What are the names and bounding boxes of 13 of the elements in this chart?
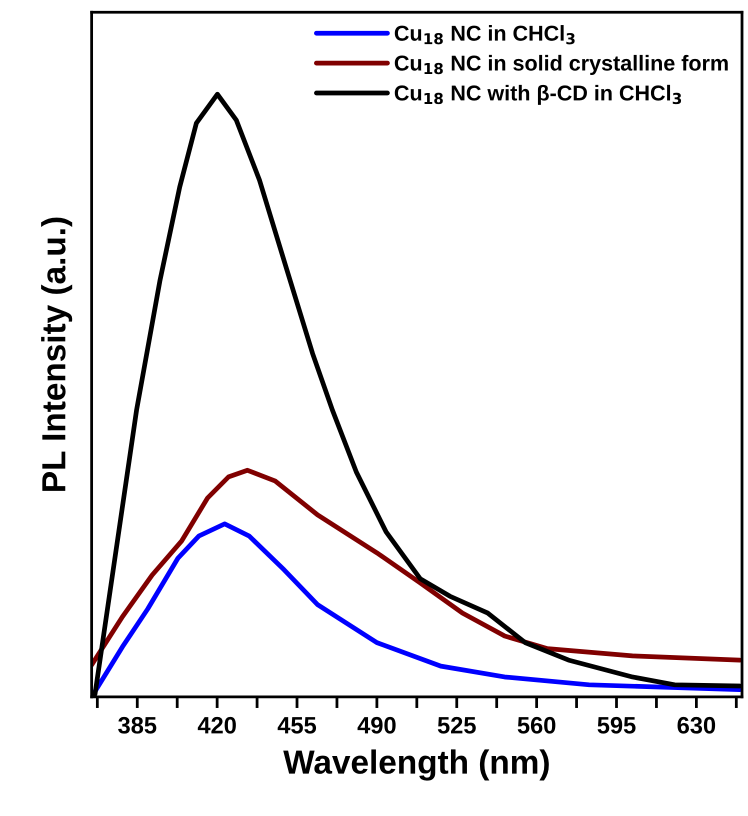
x-axis-title: Wavelength (nm)	[283, 749, 549, 781]
x-tick-label: 455	[278, 717, 316, 734]
x-tick-label: 560	[518, 716, 556, 734]
legend-label: Cu$_{18}$ NC in CHCl$_{3}$	[394, 25, 575, 44]
y-axis-title: PL Intensity (a.u.)	[41, 218, 72, 491]
x-tick-label: 385	[118, 716, 156, 734]
x-tick-label: 525	[438, 716, 476, 734]
x-tick-label: 595	[598, 716, 636, 734]
x-tick-label: 420	[198, 716, 236, 734]
x-tick-label: 490	[358, 716, 396, 734]
legend-label: Cu$_{18}$ NC with β-CD in CHCl$_{3}$	[394, 84, 682, 105]
legend-label: Cu$_{18}$ NC in solid crystalline form	[394, 54, 728, 75]
x-tick-label: 630	[678, 716, 716, 734]
